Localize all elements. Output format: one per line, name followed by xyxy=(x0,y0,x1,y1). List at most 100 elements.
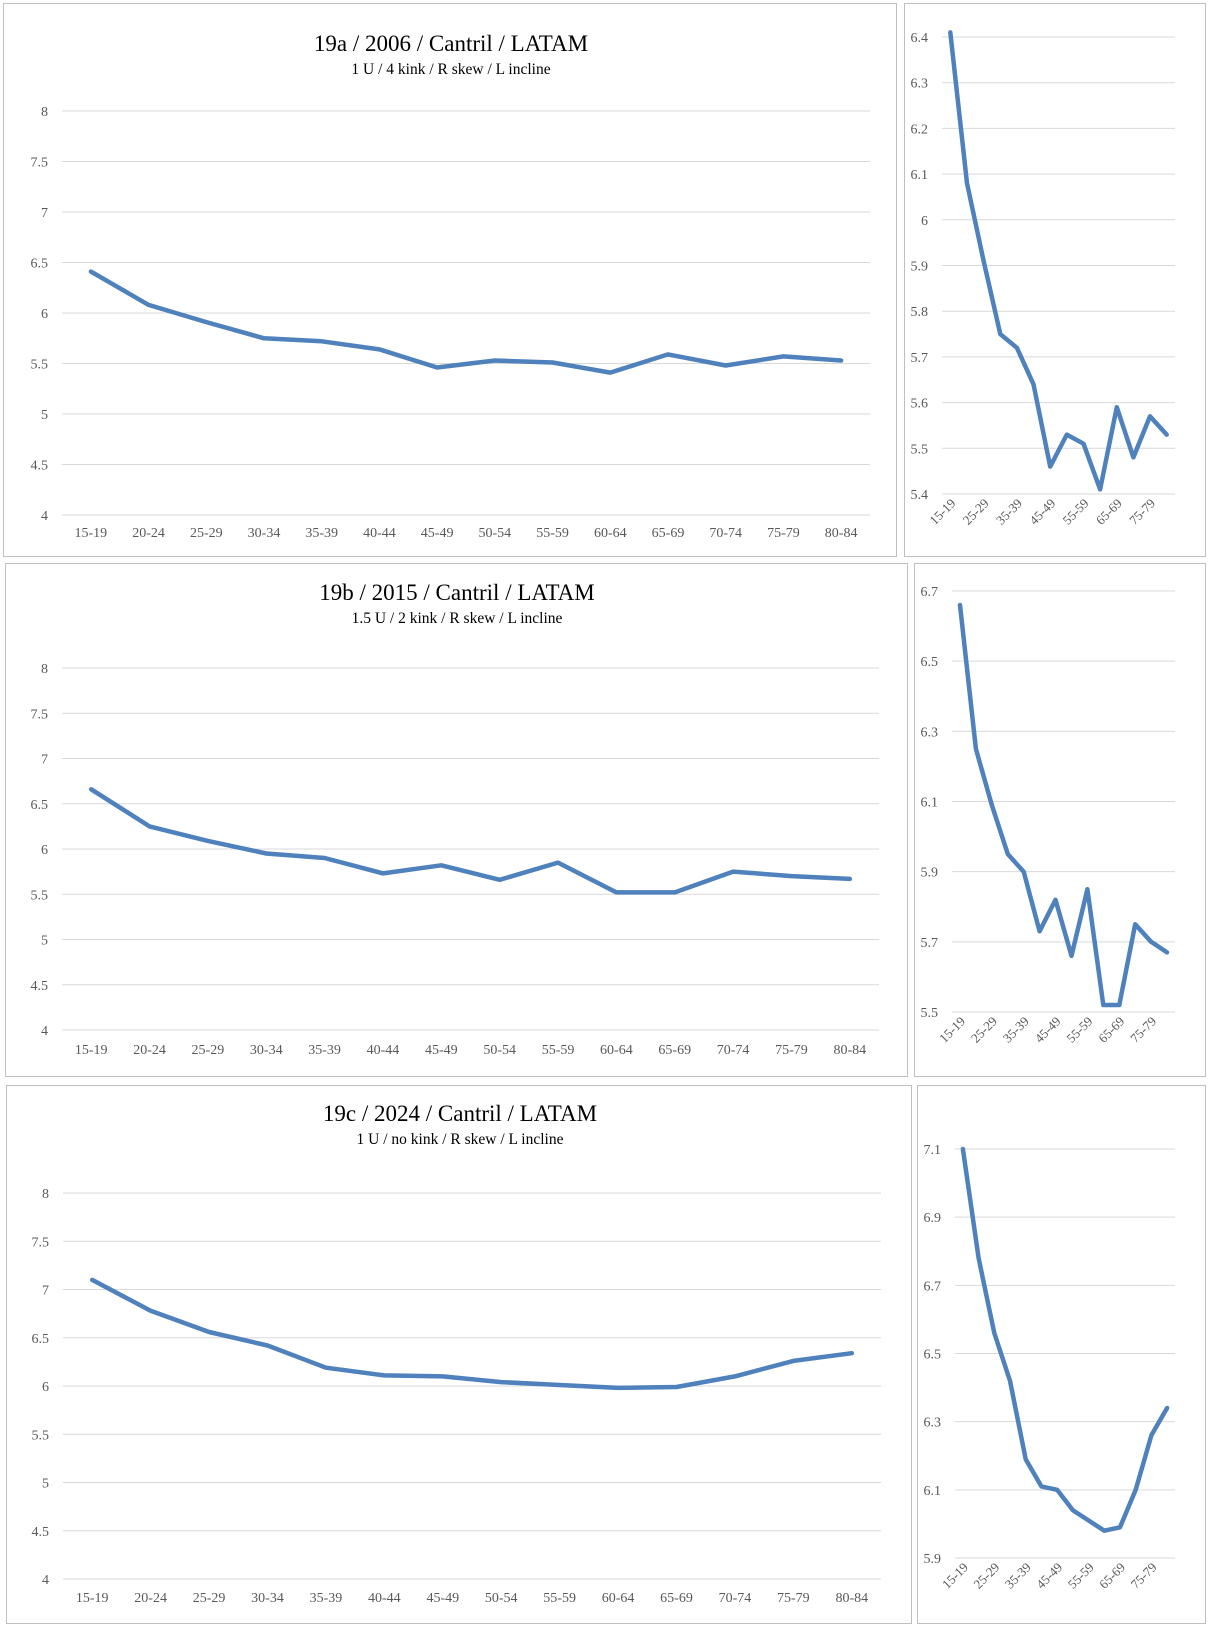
y-tick-label: 6.3 xyxy=(921,725,939,740)
x-tick-label: 50-54 xyxy=(479,526,512,541)
x-tick-label: 35-39 xyxy=(308,1043,341,1058)
x-tick-label: 75-79 xyxy=(1126,496,1158,528)
plot-area: 5.5 5.7 5.9 6.1 6.3 6.5 6.7 15-19 25-29 35-39 45-4… xyxy=(921,585,1175,1046)
x-tick-label: 45-49 xyxy=(1032,1014,1064,1046)
x-tick-label: 35-39 xyxy=(993,496,1025,528)
x-tick-label: 35-39 xyxy=(310,1591,343,1606)
y-tick-label: 6 xyxy=(921,214,928,229)
chart-19c: 19c / 2024 / Cantril / LATAM 1 U / no ki… xyxy=(32,1101,881,1606)
y-tick-label: 6.3 xyxy=(924,1416,942,1431)
y-tick-label: 4 xyxy=(42,1573,49,1588)
x-tick-label: 25-29 xyxy=(192,1043,225,1058)
chart-subtitle: 1 U / no kink / R skew / L incline xyxy=(357,1131,564,1148)
chart-subtitle: 1 U / 4 kink / R skew / L incline xyxy=(351,61,550,78)
x-tick-label: 70-74 xyxy=(709,526,742,541)
y-tick-label: 7 xyxy=(41,206,48,221)
y-tick-label: 5.9 xyxy=(924,1552,942,1567)
y-tick-label: 6.4 xyxy=(911,31,929,46)
chart-19a-zoom: 5.4 5.5 5.6 5.7 5.8 5.9 6 6.1 6.2 6.3 6.4 15-19 25-2… xyxy=(911,30,1175,528)
y-tick-label: 6.5 xyxy=(31,257,49,272)
x-tick-label: 25-29 xyxy=(970,1560,1002,1592)
plot-area: 5.9 6.1 6.3 6.5 6.7 6.9 7.1 15-19 25-29 35-39 45-4… xyxy=(924,1143,1175,1592)
chart-panel-19a: 19a / 2006 / Cantril / LATAM 1 U / 4 kin… xyxy=(3,3,897,557)
x-tick-label: 65-69 xyxy=(1096,1560,1128,1592)
y-tick-label: 5.5 xyxy=(921,1006,939,1021)
x-tick-label: 25-29 xyxy=(193,1591,226,1606)
x-tick-label: 80-84 xyxy=(833,1043,866,1058)
y-tick-label: 6.1 xyxy=(921,796,939,811)
x-tick-label: 15-19 xyxy=(75,526,108,541)
plot-area: 4 4.5 5 5.5 6 6.5 7 7.5 8 15-19 20-24 25-29 30-34 35-… xyxy=(31,105,870,541)
y-tick-label: 5 xyxy=(41,934,48,949)
series-line xyxy=(88,269,844,375)
chart-subtitle: 1.5 U / 2 kink / R skew / L incline xyxy=(352,610,563,627)
x-tick-label: 65-69 xyxy=(1093,496,1125,528)
chart-title: 19c / 2024 / Cantril / LATAM xyxy=(323,1101,597,1126)
x-tick-label: 35-39 xyxy=(1002,1560,1034,1592)
series-line xyxy=(89,1277,855,1391)
x-tick-label: 65-69 xyxy=(652,526,685,541)
x-tick-label: 45-49 xyxy=(426,1591,459,1606)
y-tick-label: 4 xyxy=(41,1024,48,1039)
x-tick-label: 15-19 xyxy=(936,1014,968,1046)
chart-panel-19b-zoom: 5.5 5.7 5.9 6.1 6.3 6.5 6.7 15-19 25-29 35-39 45-4… xyxy=(914,563,1206,1077)
y-tick-label: 6.1 xyxy=(924,1484,942,1499)
y-tick-label: 6.5 xyxy=(921,655,939,670)
x-tick-label: 50-54 xyxy=(485,1591,518,1606)
x-tick-label: 80-84 xyxy=(825,526,858,541)
y-tick-label: 8 xyxy=(42,1187,49,1202)
y-tick-label: 5.5 xyxy=(31,888,49,903)
x-tick-label: 65-69 xyxy=(660,1591,693,1606)
x-tick-label: 55-59 xyxy=(1063,1014,1095,1046)
y-tick-label: 7.1 xyxy=(924,1143,942,1158)
y-tick-label: 6.7 xyxy=(921,585,939,600)
y-tick-label: 5.7 xyxy=(911,351,929,366)
x-tick-label: 70-74 xyxy=(719,1591,752,1606)
y-tick-label: 6 xyxy=(41,307,48,322)
x-tick-label: 30-34 xyxy=(250,1043,283,1058)
x-tick-label: 25-29 xyxy=(960,496,992,528)
x-tick-label: 15-19 xyxy=(926,496,958,528)
chart-panel-19b: 19b / 2015 / Cantril / LATAM 1.5 U / 2 k… xyxy=(5,563,908,1077)
chart-title: 19a / 2006 / Cantril / LATAM xyxy=(314,31,588,56)
x-tick-label: 25-29 xyxy=(968,1014,1000,1046)
y-tick-label: 7.5 xyxy=(31,156,49,171)
x-tick-label: 75-79 xyxy=(777,1591,810,1606)
plot-area: 4 4.5 5 5.5 6 6.5 7 7.5 8 15-19 20-24 25-29 30-34 35-… xyxy=(32,1187,881,1606)
y-tick-label: 7.5 xyxy=(31,707,49,722)
x-tick-label: 70-74 xyxy=(717,1043,750,1058)
y-tick-label: 6 xyxy=(41,843,48,858)
y-tick-label: 5.6 xyxy=(911,397,929,412)
x-tick-label: 80-84 xyxy=(835,1591,868,1606)
x-tick-label: 60-64 xyxy=(600,1043,633,1058)
y-tick-label: 6.5 xyxy=(32,1332,50,1347)
series-line xyxy=(960,1146,1170,1533)
x-tick-label: 60-64 xyxy=(602,1591,635,1606)
x-tick-label: 75-79 xyxy=(767,526,800,541)
x-tick-label: 30-34 xyxy=(248,526,281,541)
chart-19b-zoom: 5.5 5.7 5.9 6.1 6.3 6.5 6.7 15-19 25-29 35-39 45-4… xyxy=(921,585,1175,1046)
x-tick-label: 75-79 xyxy=(775,1043,808,1058)
y-tick-label: 5.5 xyxy=(911,442,929,457)
chart-19c-zoom: 5.9 6.1 6.3 6.5 6.7 6.9 7.1 15-19 25-29 35-39 45-4… xyxy=(924,1143,1175,1592)
y-tick-label: 4 xyxy=(41,509,48,524)
series-line xyxy=(88,787,853,895)
y-tick-label: 6.5 xyxy=(31,798,49,813)
series-line xyxy=(948,30,1169,492)
y-tick-label: 5.9 xyxy=(921,866,939,881)
y-tick-label: 5 xyxy=(41,408,48,423)
y-tick-label: 4.5 xyxy=(31,459,49,474)
y-tick-label: 4.5 xyxy=(32,1525,50,1540)
x-tick-label: 40-44 xyxy=(368,1591,401,1606)
x-tick-label: 30-34 xyxy=(251,1591,284,1606)
y-tick-label: 6.5 xyxy=(924,1348,942,1363)
y-tick-label: 6.2 xyxy=(911,122,929,137)
x-tick-label: 40-44 xyxy=(367,1043,400,1058)
x-tick-label: 55-59 xyxy=(543,1591,576,1606)
y-tick-label: 7.5 xyxy=(32,1235,50,1250)
x-tick-label: 20-24 xyxy=(133,1043,166,1058)
x-tick-label: 15-19 xyxy=(76,1591,109,1606)
x-tick-label: 15-19 xyxy=(75,1043,108,1058)
x-tick-label: 60-64 xyxy=(594,526,627,541)
x-tick-label: 55-59 xyxy=(1065,1560,1097,1592)
